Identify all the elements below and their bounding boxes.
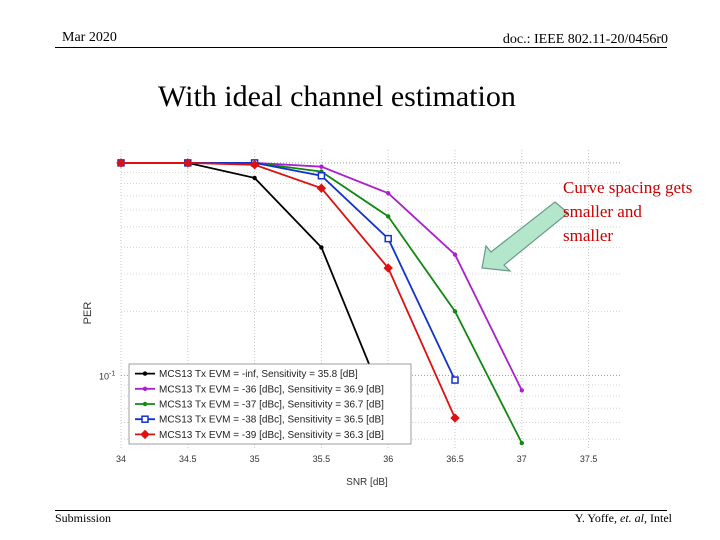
legend-label-3: MCS13 Tx EVM = -38 [dBc], Sensitivity = … bbox=[159, 415, 384, 426]
series-4-point-1 bbox=[183, 158, 193, 168]
legend-label-2: MCS13 Tx EVM = -37 [dBc], Sensitivity = … bbox=[159, 400, 384, 411]
annotation-arrow bbox=[481, 201, 569, 272]
legend-marker-4 bbox=[140, 429, 150, 440]
legend-marker-1 bbox=[142, 386, 148, 391]
legend-label-0: MCS13 Tx EVM = -inf, Sensitivity = 35.8 … bbox=[159, 369, 358, 380]
x-tick-labels: 34 34.5 35 35.5 36 36.5 37 37.5 bbox=[116, 454, 597, 464]
annotation-text: Curve spacing gets smaller and smaller bbox=[563, 178, 693, 245]
y-tick-exp-0: -1 bbox=[109, 370, 115, 377]
x-tick-label-1: 34.5 bbox=[179, 454, 197, 464]
header-doc-id: doc.: IEEE 802.11-20/0456r0 bbox=[502, 32, 668, 47]
y-axis-label: PER bbox=[82, 302, 94, 325]
series-1-point-3 bbox=[319, 164, 324, 169]
footer-rule bbox=[55, 510, 667, 511]
series-4-point-0 bbox=[116, 158, 126, 168]
series-line-3 bbox=[121, 161, 456, 381]
footer-author: Y. Yoffe, et. al, Intel bbox=[575, 511, 672, 526]
x-tick-label-7: 37.5 bbox=[580, 454, 598, 464]
series-2-point-5 bbox=[452, 309, 458, 314]
series-3-point-4 bbox=[384, 234, 392, 243]
series-1-point-5 bbox=[452, 252, 458, 257]
header-rule bbox=[55, 47, 667, 48]
legend-box bbox=[128, 363, 412, 445]
chart-markers bbox=[116, 158, 524, 446]
series-line-4 bbox=[121, 161, 456, 419]
series-4-point-3 bbox=[316, 183, 327, 193]
series-2-point-4 bbox=[386, 214, 391, 219]
series-4-point-2 bbox=[249, 160, 260, 170]
footer-author-org: , Intel bbox=[644, 511, 672, 525]
x-tick-label-3: 35.5 bbox=[313, 454, 331, 464]
legend-marker-3 bbox=[141, 415, 149, 423]
series-3-point-3 bbox=[317, 171, 326, 180]
footer-author-etal: et. al bbox=[620, 511, 644, 525]
x-tick-label-5: 36.5 bbox=[446, 454, 464, 464]
series-4-point-5 bbox=[450, 413, 460, 423]
header-date: Mar 2020 bbox=[62, 30, 117, 45]
legend-marker-2 bbox=[142, 401, 148, 407]
footer-author-name: Y. Yoffe, bbox=[574, 511, 620, 525]
x-tick-label-2: 35 bbox=[250, 454, 260, 464]
series-0-point-3 bbox=[319, 245, 324, 250]
x-tick-label-6: 37 bbox=[517, 454, 527, 464]
series-0-point-2 bbox=[252, 175, 257, 181]
legend-label-4: MCS13 Tx EVM = -39 [dBc], Sensitivity = … bbox=[159, 430, 384, 441]
series-2-point-6 bbox=[519, 440, 524, 446]
series-1-point-6 bbox=[519, 388, 524, 393]
legend-marker-0 bbox=[142, 371, 148, 376]
slide-title: With ideal channel estimation bbox=[158, 80, 516, 113]
y-tick-label-0: 10-1 bbox=[99, 370, 115, 381]
chart-legend: MCS13 Tx EVM = -inf, Sensitivity = 35.8 … bbox=[128, 363, 412, 445]
series-1-point-4 bbox=[386, 191, 391, 196]
legend-label-1: MCS13 Tx EVM = -36 [dBc], Sensitivity = … bbox=[159, 384, 384, 395]
footer-submission: Submission bbox=[55, 511, 112, 525]
x-tick-label-0: 34 bbox=[116, 454, 126, 464]
y-tick-labels: 10-1 bbox=[99, 370, 115, 381]
x-axis-label: SNR [dB] bbox=[346, 477, 388, 488]
series-4-point-4 bbox=[383, 263, 393, 273]
x-tick-label-4: 36 bbox=[383, 454, 393, 464]
series-3-point-5 bbox=[451, 376, 459, 384]
